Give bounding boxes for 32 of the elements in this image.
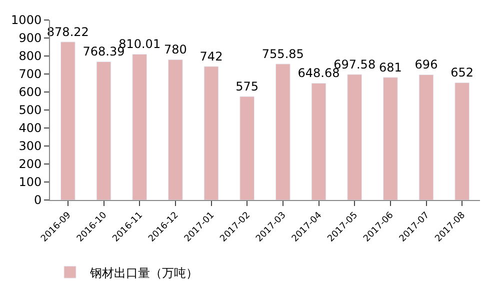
y-tick-label: 1000 <box>11 13 42 28</box>
bar <box>276 64 290 200</box>
data-label: 878.22 <box>46 24 89 39</box>
y-tick-label: 700 <box>18 67 42 82</box>
legend-label: 钢材出口量（万吨） <box>89 266 198 280</box>
y-tick-label: 100 <box>18 175 42 190</box>
bar <box>204 66 219 200</box>
bar <box>132 54 147 200</box>
y-tick-label: 500 <box>18 103 42 118</box>
bar <box>168 59 183 200</box>
bar <box>96 61 112 200</box>
bar <box>60 42 76 200</box>
y-tick-label: 800 <box>18 49 42 64</box>
y-tick-label: 600 <box>18 85 42 100</box>
y-tick-label: 0 <box>34 193 42 208</box>
data-label: 652 <box>450 66 474 80</box>
bar <box>383 77 398 200</box>
data-label: 742 <box>200 49 223 64</box>
data-label: 696 <box>414 58 438 72</box>
y-tick-label: 400 <box>18 121 42 136</box>
y-tick-label: 300 <box>18 139 42 154</box>
bar <box>240 96 254 200</box>
bar <box>311 82 326 200</box>
y-tick-label: 900 <box>18 31 42 46</box>
data-label: 575 <box>236 80 259 94</box>
data-label: 755.85 <box>262 46 304 61</box>
data-label: 780 <box>164 42 187 57</box>
data-label: 681 <box>378 60 402 74</box>
bar <box>454 82 470 200</box>
y-tick-label: 200 <box>18 157 42 172</box>
bar <box>347 74 362 200</box>
bar <box>418 74 434 200</box>
